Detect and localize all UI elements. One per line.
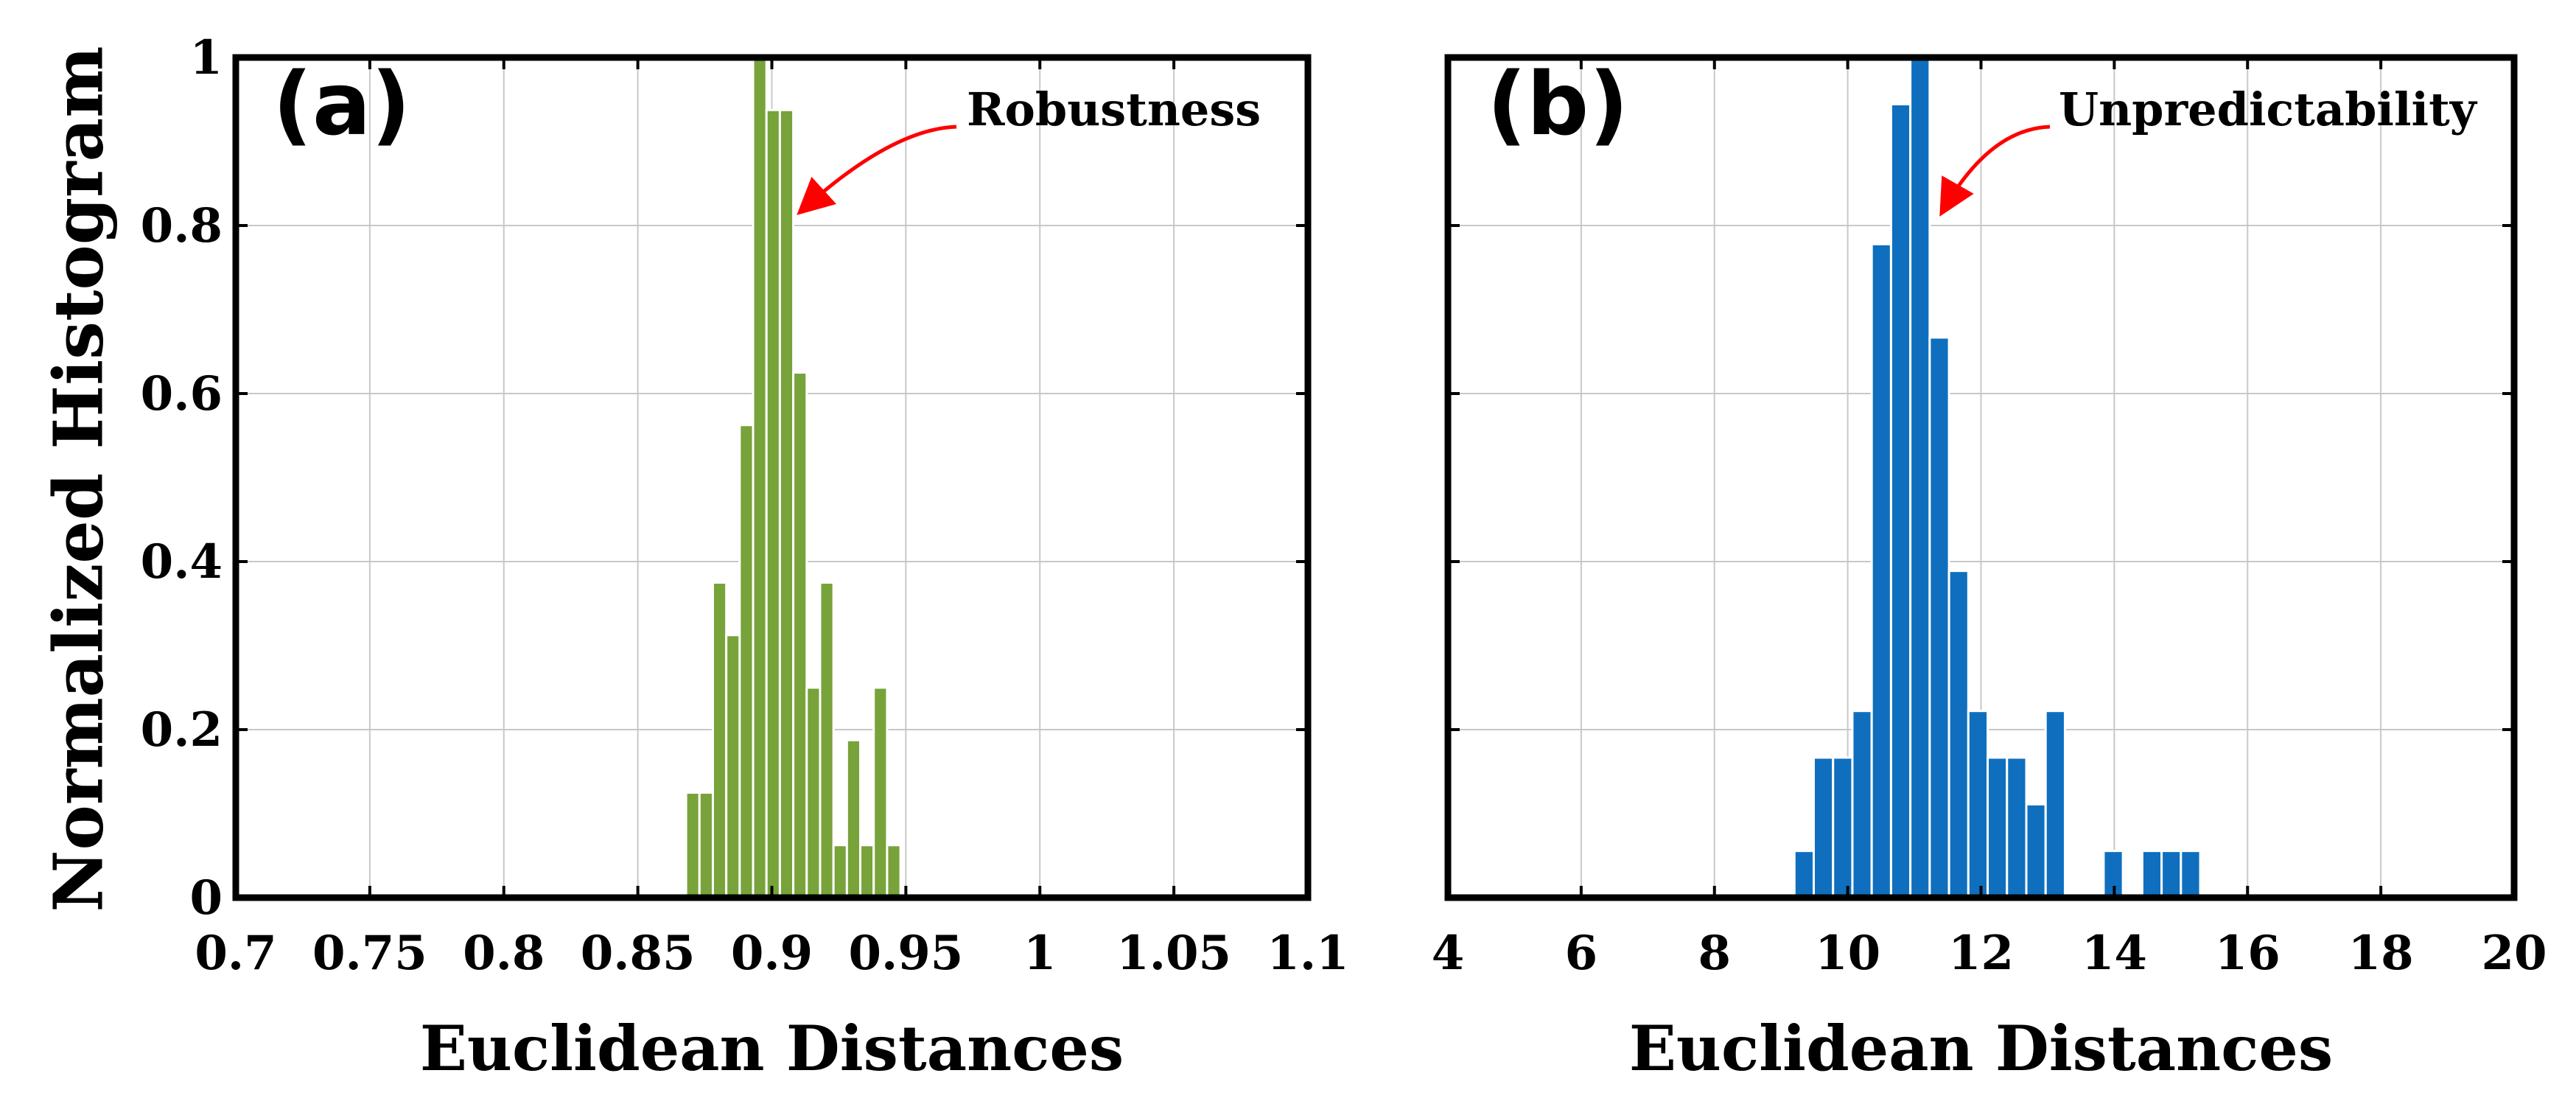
x-axis-title: Euclidean Distances bbox=[420, 1012, 1124, 1085]
histogram-bar bbox=[832, 844, 848, 899]
bar-series bbox=[1793, 56, 2202, 899]
histogram-bar bbox=[1909, 56, 1931, 899]
x-tick-label: 0.85 bbox=[581, 926, 696, 981]
histogram-bar bbox=[1851, 710, 1873, 899]
x-tick-label: 14 bbox=[2082, 926, 2147, 981]
x-tick-label: 10 bbox=[1815, 926, 1880, 981]
x-tick-label: 20 bbox=[2481, 926, 2547, 981]
annotation-arrow bbox=[797, 125, 957, 215]
x-tick-label: 0.9 bbox=[731, 926, 813, 981]
y-tick-label: 0.2 bbox=[141, 702, 223, 758]
histogram-bar bbox=[2180, 850, 2202, 899]
histogram-bar bbox=[738, 424, 755, 899]
histogram-bar bbox=[1928, 336, 1950, 899]
annotation-text: Unpredictability bbox=[2059, 83, 2478, 136]
histogram-bar bbox=[711, 581, 728, 899]
annotation-text: Robustness bbox=[967, 83, 1261, 136]
y-tick-label: 1 bbox=[189, 30, 223, 85]
bar-series bbox=[685, 56, 902, 899]
panel-label: (b) bbox=[1487, 53, 1628, 155]
histogram-bar bbox=[765, 108, 781, 899]
panel-a-chart: 0.7 0.75 0.8 0.85 0.9 0.95 1 1.05 1.1 0 0.2 0.4 0.6 0… bbox=[141, 30, 1349, 1085]
x-tick-label: 6 bbox=[1565, 926, 1598, 981]
x-tick-label: 1.1 bbox=[1267, 926, 1348, 981]
histogram-bar bbox=[2006, 756, 2028, 899]
histogram-bar bbox=[1813, 756, 1835, 899]
x-tick-label: 0.7 bbox=[195, 926, 276, 981]
histogram-bar bbox=[805, 686, 822, 899]
panel-b-chart: 4 6 8 10 12 14 16 18 20 Euclidean Distances (b) Unp… bbox=[1432, 53, 2547, 1085]
x-tick-label: 0.95 bbox=[848, 926, 963, 981]
histogram-bar bbox=[1832, 756, 1854, 899]
x-tick-label: 18 bbox=[2348, 926, 2414, 981]
y-tick-label: 0 bbox=[189, 870, 223, 926]
histogram-bar bbox=[859, 844, 875, 899]
histogram-bar bbox=[685, 792, 701, 899]
y-tick-label: 0.8 bbox=[141, 198, 223, 254]
histogram-bar bbox=[2160, 850, 2183, 899]
y-axis-title: Normalized Histogram bbox=[39, 46, 119, 912]
histogram-bar bbox=[819, 581, 835, 899]
histogram-bar bbox=[2044, 710, 2066, 899]
histogram-bar bbox=[792, 371, 808, 899]
histogram-bar bbox=[1870, 242, 1892, 899]
x-tick-label: 16 bbox=[2215, 926, 2281, 981]
panel-label: (a) bbox=[273, 53, 411, 155]
x-tick-label: 8 bbox=[1698, 926, 1731, 981]
histogram-bar bbox=[698, 792, 714, 899]
histogram-bar bbox=[1889, 102, 1912, 899]
histogram-bar bbox=[2141, 850, 2163, 899]
histogram-bar bbox=[2025, 803, 2047, 899]
x-tick-label: 1.05 bbox=[1116, 926, 1231, 981]
tick-marks bbox=[234, 56, 1309, 899]
x-tick-label: 12 bbox=[1948, 926, 2014, 981]
tick-marks bbox=[1446, 56, 2516, 899]
histogram-bar bbox=[1947, 570, 1970, 899]
x-tick-label: 4 bbox=[1432, 926, 1465, 981]
x-tick-label: 1 bbox=[1023, 926, 1057, 981]
x-tick-label: 0.8 bbox=[463, 926, 545, 981]
histogram-bar bbox=[752, 56, 768, 899]
histogram-bar bbox=[845, 738, 862, 899]
x-tick-label: 0.75 bbox=[312, 926, 427, 981]
histogram-bar bbox=[872, 686, 889, 899]
y-tick-label: 0.4 bbox=[141, 534, 223, 590]
histogram-bar bbox=[778, 108, 795, 899]
annotation-arrow bbox=[1939, 125, 2051, 217]
histogram-bar bbox=[725, 634, 741, 899]
y-tick-label: 0.6 bbox=[141, 366, 223, 422]
x-axis-title: Euclidean Distances bbox=[1629, 1012, 2333, 1085]
histogram-bar bbox=[1793, 850, 1816, 899]
histogram-bar bbox=[1987, 756, 2009, 899]
histogram-bar bbox=[886, 844, 902, 899]
histogram-bar bbox=[1967, 710, 1989, 899]
